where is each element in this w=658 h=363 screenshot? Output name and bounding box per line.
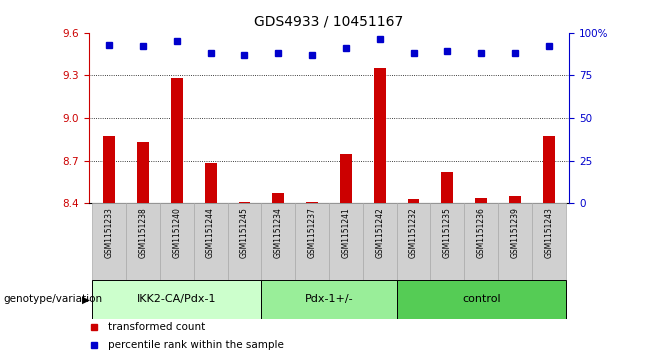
Bar (329, 203, 363, 280)
Title: GDS4933 / 10451167: GDS4933 / 10451167 (255, 15, 403, 29)
Bar (340, 154, 352, 203)
Bar (430, 203, 465, 280)
Bar (205, 163, 216, 203)
Bar (238, 202, 250, 203)
Bar (306, 202, 318, 203)
Bar (374, 68, 386, 203)
Text: GSM1151242: GSM1151242 (375, 207, 384, 258)
Bar (408, 199, 420, 203)
Text: transformed count: transformed count (108, 322, 205, 332)
Text: GSM1151237: GSM1151237 (307, 207, 316, 258)
Bar (363, 203, 397, 280)
Bar (171, 78, 183, 203)
Bar (509, 196, 521, 203)
Text: GSM1151236: GSM1151236 (476, 207, 486, 258)
Text: percentile rank within the sample: percentile rank within the sample (108, 340, 284, 350)
Text: ▶: ▶ (82, 294, 90, 305)
Bar (272, 193, 284, 203)
Bar (475, 197, 487, 203)
Bar (137, 142, 149, 203)
Bar (160, 203, 193, 280)
Bar (126, 203, 160, 280)
Text: GSM1151244: GSM1151244 (206, 207, 215, 258)
Bar (465, 203, 498, 280)
Text: GSM1151240: GSM1151240 (172, 207, 182, 258)
Bar (397, 280, 566, 319)
Text: GSM1151232: GSM1151232 (409, 207, 418, 258)
Bar (193, 203, 228, 280)
Text: GSM1151239: GSM1151239 (511, 207, 520, 258)
Text: Pdx-1+/-: Pdx-1+/- (305, 294, 353, 305)
Text: GSM1151238: GSM1151238 (138, 207, 147, 258)
Bar (498, 203, 532, 280)
Text: GSM1151243: GSM1151243 (544, 207, 553, 258)
Text: GSM1151233: GSM1151233 (105, 207, 114, 258)
Bar (228, 203, 261, 280)
Text: control: control (462, 294, 501, 305)
Bar (103, 136, 115, 203)
Bar (543, 136, 555, 203)
Bar (92, 280, 261, 319)
Text: GSM1151235: GSM1151235 (443, 207, 452, 258)
Text: GSM1151245: GSM1151245 (240, 207, 249, 258)
Bar (295, 203, 329, 280)
Bar (532, 203, 566, 280)
Bar (397, 203, 430, 280)
Text: GSM1151234: GSM1151234 (274, 207, 283, 258)
Bar (261, 280, 397, 319)
Text: genotype/variation: genotype/variation (3, 294, 103, 305)
Bar (261, 203, 295, 280)
Bar (92, 203, 126, 280)
Text: IKK2-CA/Pdx-1: IKK2-CA/Pdx-1 (137, 294, 216, 305)
Bar (442, 172, 453, 203)
Text: GSM1151241: GSM1151241 (342, 207, 351, 258)
